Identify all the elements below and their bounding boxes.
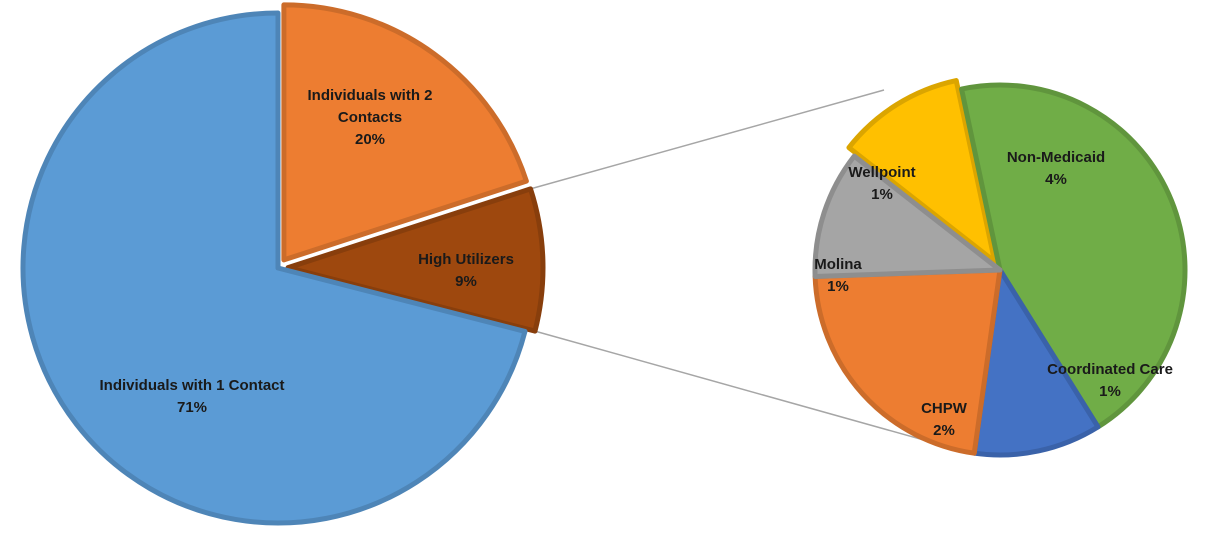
main-label-individuals-with-2-contacts: Individuals with 2 Contacts 20% bbox=[307, 87, 432, 148]
sub-slice-chpw bbox=[812, 267, 1003, 456]
connector-top-line bbox=[530, 89, 885, 190]
sub-slice-coordinated-care bbox=[971, 267, 1101, 458]
sub-label-molina: Molina 1% bbox=[814, 256, 862, 295]
sub-slice-non-medicaid bbox=[959, 82, 1188, 430]
data-labels: Individuals with 1 Contact 71% Individuals… bbox=[99, 87, 1172, 439]
main-slice-individuals-with-2-contacts bbox=[281, 2, 529, 263]
main-slice-high-utilizers bbox=[285, 186, 546, 334]
main-slice-individuals-with-1-contact bbox=[20, 10, 528, 526]
connector-lines bbox=[530, 89, 964, 452]
sub-label-chpw: CHPW 2% bbox=[921, 400, 968, 439]
connector-bottom-line bbox=[534, 330, 964, 452]
main-label-high-utilizers: High Utilizers 9% bbox=[418, 251, 514, 290]
secondary-pie bbox=[812, 78, 1188, 458]
sub-slice-molina bbox=[812, 153, 1003, 279]
main-label-individuals-with-1-contact: Individuals with 1 Contact 71% bbox=[99, 377, 284, 416]
sub-slice-wellpoint bbox=[846, 78, 998, 265]
main-pie bbox=[20, 2, 546, 526]
sub-label-coordinated-care: Coordinated Care 1% bbox=[1047, 361, 1173, 400]
sub-label-non-medicaid: Non-Medicaid 4% bbox=[1007, 149, 1105, 188]
sub-label-wellpoint: Wellpoint 1% bbox=[848, 164, 915, 203]
